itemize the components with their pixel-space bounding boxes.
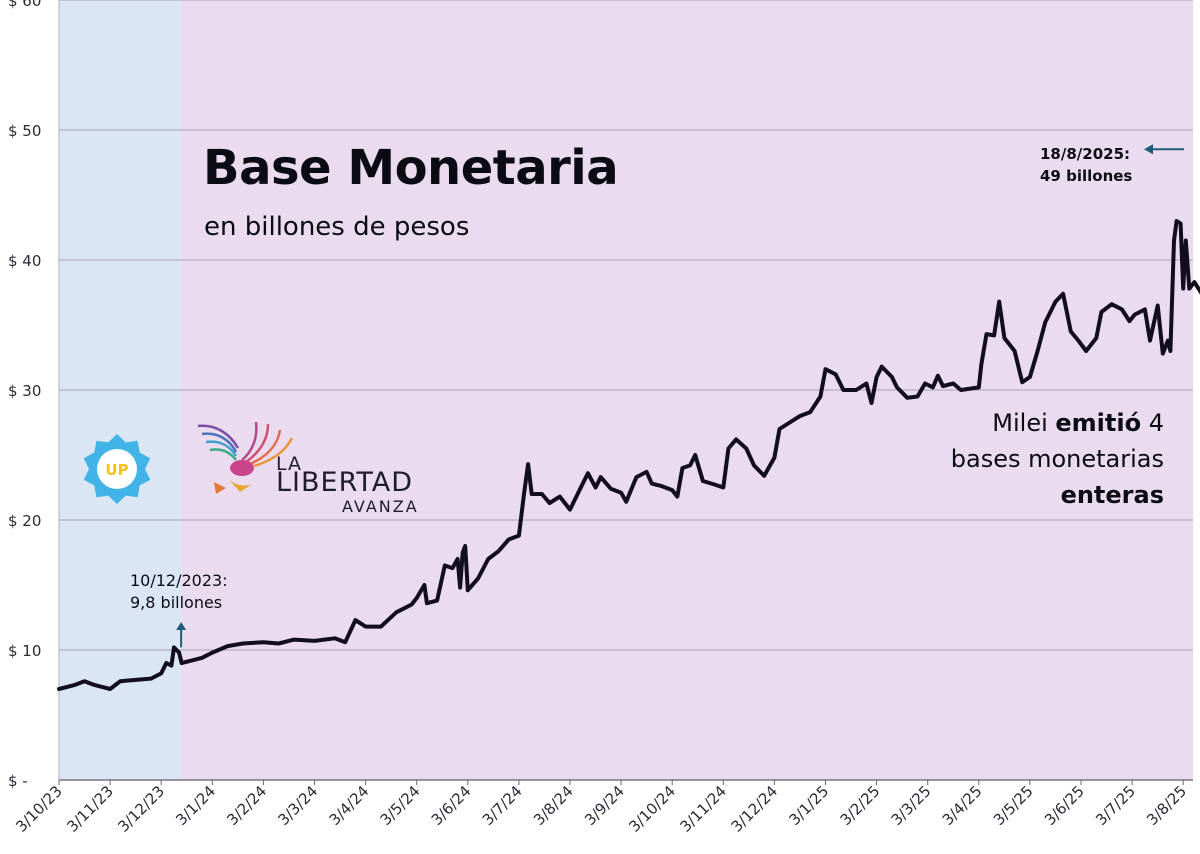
x-tick-label: 3/5/24 (377, 782, 424, 829)
x-tick-label: 3/12/24 (728, 782, 782, 836)
annotation-end-date: 18/8/2025: (1040, 145, 1131, 163)
note-bold-emitio: emitió (1055, 409, 1142, 437)
x-tick-label: 3/5/25 (990, 782, 1037, 829)
x-tick-label: 3/4/25 (939, 782, 986, 829)
lla-text-libertad: LIBERTAD (276, 467, 414, 498)
annotation-start: 10/12/2023: 9,8 billones (130, 570, 228, 614)
x-tick-label: 3/6/25 (1041, 782, 1088, 829)
y-tick-label: $ 10 (8, 642, 41, 660)
annotation-end-value: 49 billones (1040, 167, 1133, 185)
y-axis-ticks: $ - $ 10 $ 20 $ 30 $ 40 $ 50 $ 60 (8, 0, 41, 790)
note-line-1: Milei emitió 4 (951, 405, 1164, 441)
y-tick-label: $ 50 (8, 122, 41, 140)
x-tick-label: 3/12/23 (114, 782, 168, 836)
y-tick-label: $ 40 (8, 252, 41, 270)
note-text: Milei (992, 409, 1056, 437)
note-line-3: enteras (951, 477, 1164, 513)
lla-bird-icon (197, 421, 294, 494)
up-badge-center (97, 449, 137, 489)
series-line-base-monetaria (57, 219, 1200, 691)
annotation-arrows (176, 144, 1184, 648)
x-tick-label: 3/10/23 (12, 782, 66, 836)
x-axis-ticks: 3/10/233/11/233/12/23 3/1/24 3/2/24 3/3/24 3… (12, 780, 1190, 836)
x-tick-label: 3/9/24 (581, 782, 628, 829)
milei-note: Milei emitió 4 bases monetarias enteras (951, 405, 1164, 513)
grid-lines (58, 0, 1193, 781)
y-tick-label: $ 20 (8, 512, 41, 530)
x-tick-label: 3/10/24 (625, 782, 679, 836)
x-tick-label: 3/11/23 (63, 782, 117, 836)
x-tick-label: 3/3/25 (888, 782, 935, 829)
note-bold-enteras: enteras (1060, 481, 1164, 509)
y-tick-label: $ - (8, 772, 28, 790)
annotation-start-date: 10/12/2023: (130, 571, 228, 590)
up-logo-text: UP (105, 461, 128, 479)
chart-subtitle: en billones de pesos (204, 212, 470, 242)
arrow-end-head (1144, 144, 1153, 155)
x-tick-label: 3/6/24 (428, 782, 475, 829)
note-text-4: 4 (1141, 409, 1164, 437)
x-tick-label: 3/1/25 (785, 782, 832, 829)
x-tick-label: 3/7/25 (1092, 782, 1139, 829)
x-tick-label: 3/8/24 (530, 782, 577, 829)
x-tick-label: 3/8/25 (1143, 782, 1190, 829)
lla-text-avanza: AVANZA (342, 497, 419, 516)
chart-title: Base Monetaria (203, 140, 619, 196)
note-line-2: bases monetarias (950, 445, 1164, 473)
x-tick-label: 3/11/24 (677, 782, 731, 836)
x-tick-label: 3/2/24 (223, 782, 270, 829)
x-tick-label: 3/4/24 (326, 782, 373, 829)
x-tick-label: 3/7/24 (479, 782, 526, 829)
y-tick-label: $ 30 (8, 382, 41, 400)
y-tick-label: $ 60 (8, 0, 41, 10)
lla-text-la: LA (276, 453, 303, 475)
up-badge-shape (83, 434, 151, 504)
x-tick-label: 3/1/24 (172, 782, 219, 829)
x-tick-label: 3/3/24 (274, 782, 321, 829)
x-tick-label: 3/2/25 (837, 782, 884, 829)
up-party-logo: UP (83, 434, 151, 504)
arrow-start-head (176, 622, 187, 630)
annotation-end: 18/8/2025: 49 billones (1040, 143, 1132, 187)
annotation-start-value: 9,8 billones (130, 593, 223, 612)
